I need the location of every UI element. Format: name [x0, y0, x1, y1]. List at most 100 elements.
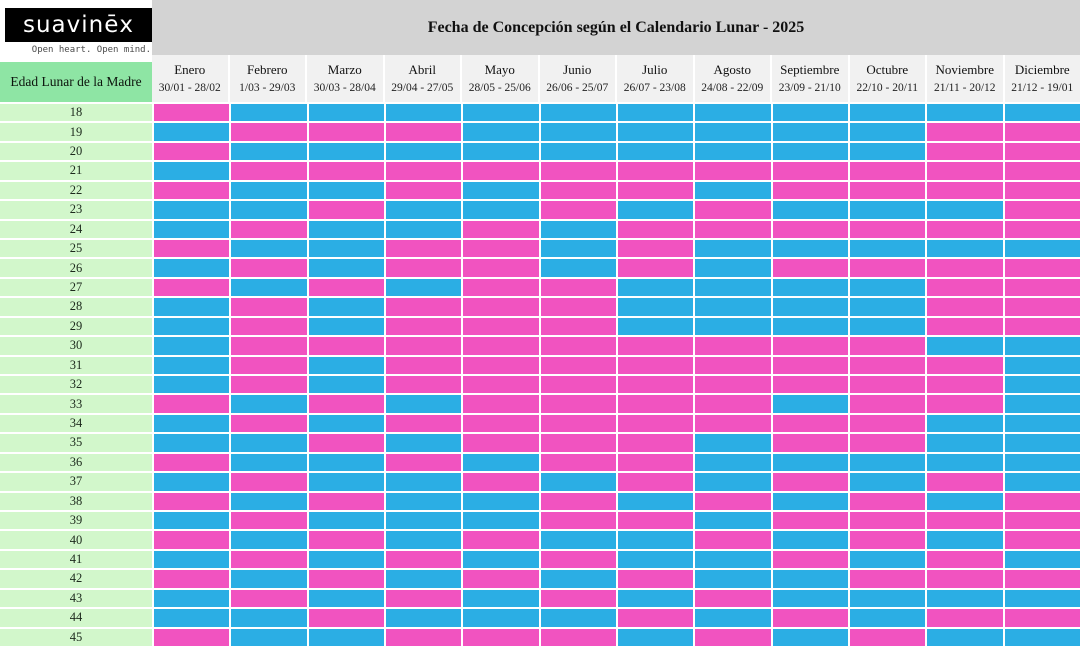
month-name: Noviembre [935, 62, 994, 78]
cell-blue [618, 492, 694, 510]
cell-blue [695, 104, 771, 122]
cell-blue [540, 473, 616, 491]
cell-pink [463, 240, 539, 258]
header-right: Fecha de Concepción según el Calendario … [152, 0, 1080, 104]
cell-blue [772, 570, 848, 588]
cell-blue [386, 395, 462, 413]
cell-pink [308, 434, 384, 452]
cell-blue [695, 298, 771, 316]
month-range: 26/06 - 25/07 [546, 81, 609, 94]
month-header-cell: Mayo 28/05 - 25/06 [462, 55, 538, 102]
header-area: suavinēx Open heart. Open mind. Edad Lun… [0, 0, 1080, 104]
cell-blue [618, 589, 694, 608]
month-header-cell: Septiembre 23/09 - 21/10 [772, 55, 848, 102]
cell-blue [308, 181, 384, 200]
cell-pink [231, 337, 307, 355]
age-label: 40 [0, 531, 152, 549]
cell-blue [231, 278, 307, 297]
cell-pink [154, 142, 230, 161]
cell-blue [386, 570, 462, 588]
cell-blue [540, 142, 616, 161]
cell-blue [618, 104, 694, 122]
cell-blue [1004, 337, 1080, 355]
cell-pink [154, 240, 230, 258]
cell-blue [386, 473, 462, 491]
cell-pink [386, 589, 462, 608]
age-label: 20 [0, 142, 152, 161]
month-range: 23/09 - 21/10 [778, 81, 841, 94]
cell-blue [386, 531, 462, 549]
cell-blue [695, 181, 771, 200]
cell-pink [927, 473, 1003, 491]
cell-blue [540, 531, 616, 549]
month-range: 1/03 - 29/03 [239, 81, 296, 94]
cell-pink [850, 162, 926, 180]
cell-blue [695, 453, 771, 472]
cell-pink [618, 181, 694, 200]
cell-pink [231, 162, 307, 180]
cell-pink [231, 356, 307, 374]
cell-pink [618, 434, 694, 452]
cell-blue [772, 395, 848, 413]
cell-pink [695, 589, 771, 608]
cell-pink [463, 278, 539, 297]
cell-pink [618, 453, 694, 472]
cell-blue [154, 123, 230, 141]
cell-pink [386, 298, 462, 316]
cell-blue [1004, 104, 1080, 122]
cell-pink [1004, 317, 1080, 336]
cell-blue [231, 201, 307, 219]
cell-pink [386, 240, 462, 258]
cell-blue [772, 298, 848, 316]
age-label: 19 [0, 123, 152, 141]
cell-pink [1004, 512, 1080, 530]
month-range: 22/10 - 20/11 [856, 81, 919, 94]
cell-blue [386, 220, 462, 238]
cell-pink [231, 473, 307, 491]
cell-pink [463, 298, 539, 316]
cell-blue [927, 453, 1003, 472]
chart-title: Fecha de Concepción según el Calendario … [427, 18, 805, 36]
age-label: 43 [0, 589, 152, 608]
cell-pink [927, 376, 1003, 394]
cell-blue [695, 570, 771, 588]
cell-pink [695, 162, 771, 180]
cell-pink [386, 356, 462, 374]
age-label: 45 [0, 628, 152, 646]
cell-pink [927, 550, 1003, 569]
cell-blue [463, 181, 539, 200]
cell-blue [308, 376, 384, 394]
cell-pink [618, 356, 694, 374]
cell-blue [695, 609, 771, 627]
cell-pink [463, 317, 539, 336]
cell-pink [1004, 220, 1080, 238]
cell-pink [386, 337, 462, 355]
cell-pink [618, 240, 694, 258]
month-header-cell: Julio 26/07 - 23/08 [617, 55, 693, 102]
cell-pink [231, 259, 307, 277]
cell-pink [927, 142, 1003, 161]
cell-pink [850, 181, 926, 200]
month-name: Febrero [247, 62, 288, 78]
cell-blue [154, 337, 230, 355]
cell-blue [308, 512, 384, 530]
month-name: Marzo [327, 62, 362, 78]
cell-pink [850, 531, 926, 549]
cell-pink [618, 376, 694, 394]
cell-blue [695, 142, 771, 161]
cell-pink [1004, 201, 1080, 219]
cell-pink [540, 278, 616, 297]
cell-blue [308, 473, 384, 491]
month-range: 21/12 - 19/01 [1011, 81, 1074, 94]
cell-pink [1004, 142, 1080, 161]
cell-pink [618, 609, 694, 627]
cell-blue [308, 259, 384, 277]
cell-blue [1004, 240, 1080, 258]
cell-pink [1004, 123, 1080, 141]
cell-pink [927, 609, 1003, 627]
cell-blue [695, 317, 771, 336]
cell-pink [540, 453, 616, 472]
cell-blue [540, 259, 616, 277]
cell-pink [540, 395, 616, 413]
cell-pink [308, 570, 384, 588]
